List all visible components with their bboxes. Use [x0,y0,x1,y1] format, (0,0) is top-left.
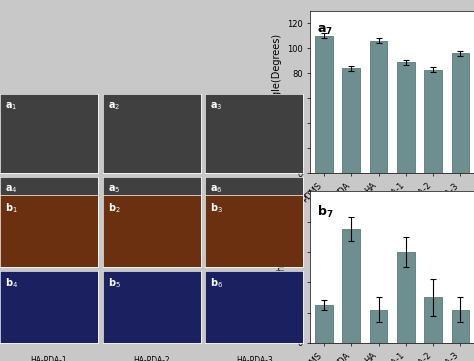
Bar [452,310,469,343]
Text: a$_4$: a$_4$ [5,183,18,195]
Bar [370,310,387,343]
Text: b$_6$: b$_6$ [210,277,223,290]
Text: HA-PDA-2: HA-PDA-2 [133,356,170,361]
Bar [343,229,360,343]
Text: HA-PDA-3: HA-PDA-3 [236,356,273,361]
Text: a$_6$: a$_6$ [210,183,223,195]
Text: PDA: PDA [144,280,159,289]
Text: b$_1$: b$_1$ [5,201,18,214]
Text: a$_3$: a$_3$ [210,100,223,112]
Text: PDMS: PDMS [38,280,60,289]
Bar [397,62,415,173]
Text: b$_4$: b$_4$ [5,277,18,290]
Bar [424,70,442,173]
Text: HA-PDA-1: HA-PDA-1 [31,356,67,361]
Bar [452,53,469,173]
Text: $\mathbf{a_7}$: $\mathbf{a_7}$ [317,24,333,37]
Text: b$_2$: b$_2$ [108,201,120,214]
Text: $\mathbf{b_7}$: $\mathbf{b_7}$ [317,204,333,219]
Text: a$_1$: a$_1$ [5,100,17,112]
Bar [343,68,360,173]
Bar [424,297,442,343]
Text: b$_5$: b$_5$ [108,277,120,290]
Text: a$_5$: a$_5$ [108,183,120,195]
Y-axis label: Contact Angle(Degrees): Contact Angle(Degrees) [272,34,282,151]
Bar [397,252,415,343]
Text: a$_2$: a$_2$ [108,100,120,112]
Bar [315,36,333,173]
Bar [370,41,387,173]
Text: HA: HA [249,280,260,289]
Y-axis label: RMS roughness (nm): RMS roughness (nm) [277,216,287,318]
Bar [315,305,333,343]
Text: b$_3$: b$_3$ [210,201,223,214]
